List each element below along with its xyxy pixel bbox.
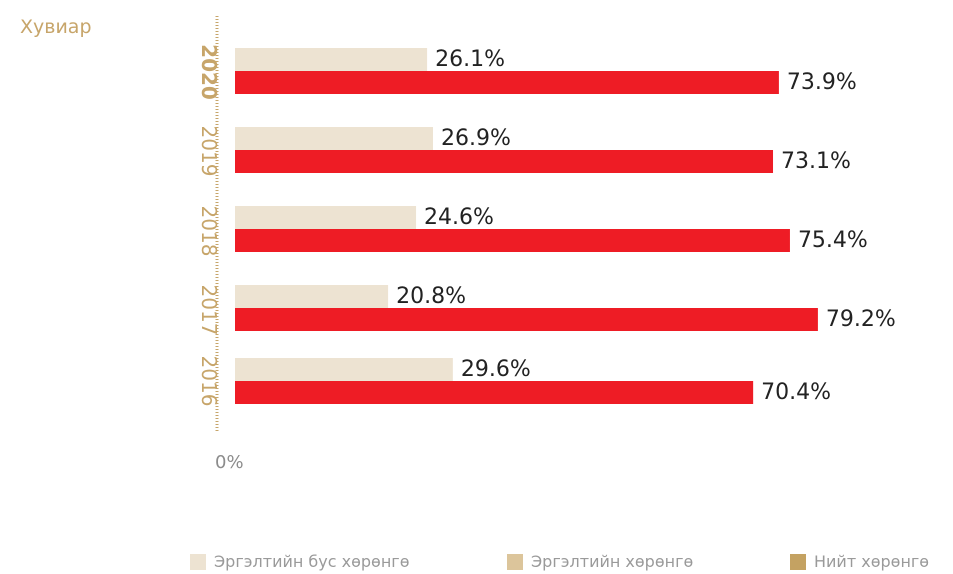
legend-item-noncurrent: Эргэлтийн бус хөрөнгө bbox=[190, 552, 409, 571]
bar-noncurrent bbox=[235, 127, 433, 150]
data-label: 26.9% bbox=[441, 126, 511, 151]
unit-label: Хувиар bbox=[20, 16, 92, 38]
legend-label: Нийт хөрөнгө bbox=[814, 552, 930, 571]
legend: Эргэлтийн бус хөрөнгө Эргэлтийн хөрөнгө … bbox=[0, 552, 953, 574]
bar-noncurrent bbox=[235, 358, 453, 381]
data-label: 73.9% bbox=[787, 70, 857, 95]
y-tick-label: 2020 bbox=[197, 44, 221, 100]
bar-current bbox=[235, 71, 779, 94]
y-tick-label: 2016 bbox=[197, 356, 221, 407]
data-label: 24.6% bbox=[424, 205, 494, 230]
bar-current bbox=[235, 229, 790, 252]
x-tick-label: 0% bbox=[215, 452, 244, 473]
y-tick-label: 2018 bbox=[197, 206, 221, 257]
bar-noncurrent bbox=[235, 285, 389, 308]
data-label: 29.6% bbox=[461, 357, 531, 382]
legend-swatch-noncurrent bbox=[190, 553, 206, 570]
data-label: 79.2% bbox=[826, 307, 896, 332]
y-tick-label: 2019 bbox=[197, 126, 221, 177]
data-label: 20.8% bbox=[396, 284, 466, 309]
data-label: 73.1% bbox=[781, 149, 851, 174]
legend-item-current: Эргэлтийн хөрөнгө bbox=[507, 552, 693, 571]
data-label: 70.4% bbox=[761, 380, 831, 405]
bar-noncurrent bbox=[235, 48, 428, 71]
legend-label: Эргэлтийн хөрөнгө bbox=[531, 552, 694, 571]
data-label: 26.1% bbox=[435, 47, 505, 72]
bar-chart: 0% 2020 26.1% 73.9% 2019 26.9% 73.1% 2018 24.6% 7… bbox=[197, 16, 896, 473]
legend-label: Эргэлтийн бус хөрөнгө bbox=[214, 552, 410, 571]
bar-noncurrent bbox=[235, 206, 417, 229]
legend-item-total: Нийт хөрөнгө bbox=[790, 552, 929, 571]
y-tick-label: 2017 bbox=[197, 285, 221, 336]
bar-current bbox=[235, 381, 754, 404]
data-label: 75.4% bbox=[798, 228, 868, 253]
legend-swatch-current bbox=[507, 553, 523, 570]
bar-current bbox=[235, 150, 774, 173]
bar-current bbox=[235, 308, 818, 331]
legend-swatch-total bbox=[790, 553, 806, 570]
